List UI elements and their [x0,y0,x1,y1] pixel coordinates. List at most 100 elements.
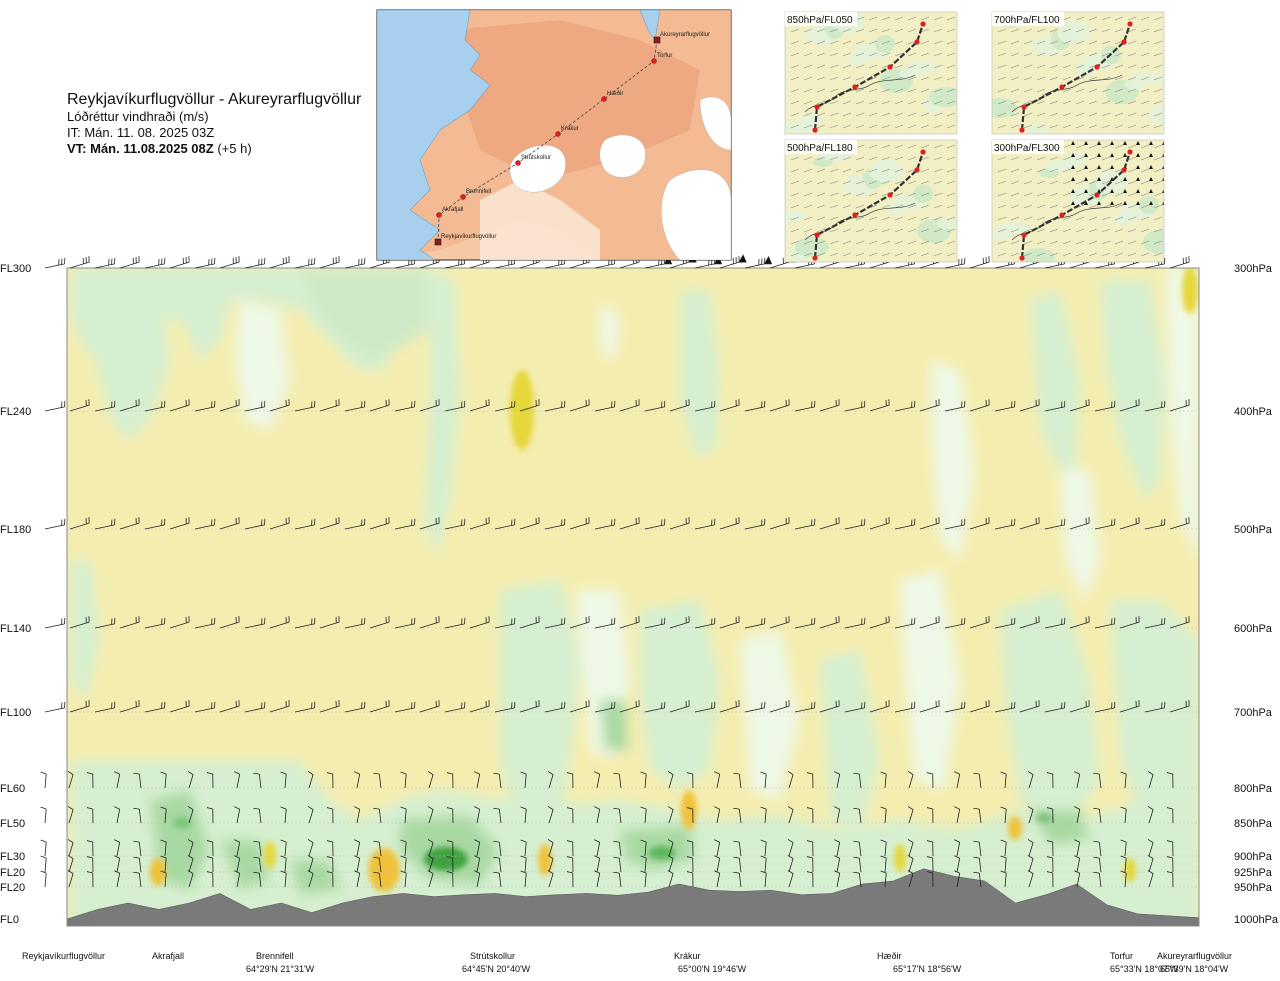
wind-barb [1144,518,1166,530]
mini-map-barb [997,216,1007,221]
mini-map-barb [1140,228,1150,233]
mini-map-barb [1153,228,1163,233]
mini-map-barb [1101,88,1111,93]
mini-map-barb [816,52,826,57]
valid-time-offset: (+5 h) [217,141,252,156]
wind-barb [219,399,240,412]
mini-map-barb [920,240,930,245]
mini-map-barb [1023,204,1033,209]
mini-map-barb [1036,180,1046,185]
mini-map-barb [1049,64,1059,69]
mini-map-frame [784,11,958,135]
wind-barb [394,617,416,629]
wind-barb [1120,870,1127,888]
mini-map-barb [1075,192,1085,197]
mini-map-barb [894,16,904,21]
wind-barb [394,701,416,713]
wind-barb [613,807,622,824]
mini-map-barb [1114,28,1124,33]
wind-barb [973,772,982,789]
mini-map-title-bg [785,140,857,154]
mini-map-barb [1153,168,1163,173]
wind-barb [1019,399,1040,412]
wind-barb [67,855,74,873]
mini-map-barb [881,204,891,209]
wind-barb [373,840,382,857]
mini-map-barb [829,64,839,69]
wind-barb [319,616,340,629]
wind-barb [307,771,314,789]
mini-map-barb [933,252,943,257]
mini-map-barb [1062,144,1072,149]
mini-map-barb [868,64,878,69]
mini-map-barb [790,124,800,129]
left-level-label: FL0 [0,914,19,926]
mini-map-barb [1101,144,1111,149]
wind-barb [94,518,116,530]
mini-map-barb [1062,124,1072,129]
wind-barb [594,855,601,873]
mini-map-barb [920,144,930,149]
mini-map-barb [946,168,956,173]
wind-barb [69,616,90,629]
mini-map-barb [1140,192,1150,197]
mini-map-barb [1153,76,1163,81]
wind-barb [1147,855,1154,873]
mini-map-barb [907,252,917,257]
wind-barb [1046,772,1054,789]
wind-barb [869,399,890,412]
wind-barb [994,518,1016,530]
mini-map-barb [1088,144,1098,149]
wind-barb [133,840,142,857]
mini-map-barb [868,112,878,117]
right-level-label: 500hPa [1234,524,1273,536]
wind-barb [619,399,640,412]
wind-barb [644,617,666,629]
wind-barb [640,870,647,888]
mini-map-barb [1075,144,1085,149]
mini-map-barb-flag [1149,189,1153,193]
mini-map-barb [920,252,930,257]
mini-map-barb [1023,64,1033,69]
mini-map-barb [816,88,826,93]
wind-barb [714,839,721,857]
wind-barb [806,772,814,789]
mini-map-barb [1114,16,1124,21]
wind-barb [1019,700,1040,713]
mini-map-barb [1114,52,1124,57]
wind-barb [133,807,142,824]
right-level-label: 800hPa [1234,783,1273,795]
mini-map-waypoint [1127,149,1133,155]
mini-map-barb [829,88,839,93]
wind-barb [644,518,666,530]
mini-map-title-bg [785,12,857,26]
wind-barb [94,701,116,713]
mini-map-barb [1036,228,1046,233]
wind-barb [520,839,527,857]
field-blob [600,700,628,750]
mini-map-barb [933,124,943,129]
mini-map-barb [907,28,917,33]
wind-barb [419,616,440,629]
wind-barb [1147,771,1154,789]
mini-map-barb [829,204,839,209]
wind-barb [160,806,167,824]
mini-map-barb [881,16,891,21]
wind-barb [894,400,916,412]
mini-map-waypoint [812,127,818,133]
wind-barb [194,400,216,412]
mini-map-route [813,151,925,259]
mini-map-barb [997,168,1007,173]
wind-barb [307,870,314,888]
field-blob [1165,268,1199,560]
wind-barb [519,517,540,530]
left-level-label: FL20 [0,882,25,894]
field-blob [290,860,340,895]
wind-barb [544,518,566,530]
mini-map-barb [894,180,904,185]
wind-barb [853,856,862,873]
wind-barb [1144,400,1166,412]
mini-map-barb [829,180,839,185]
mini-map-barb [1049,240,1059,245]
wind-barb [394,400,416,412]
